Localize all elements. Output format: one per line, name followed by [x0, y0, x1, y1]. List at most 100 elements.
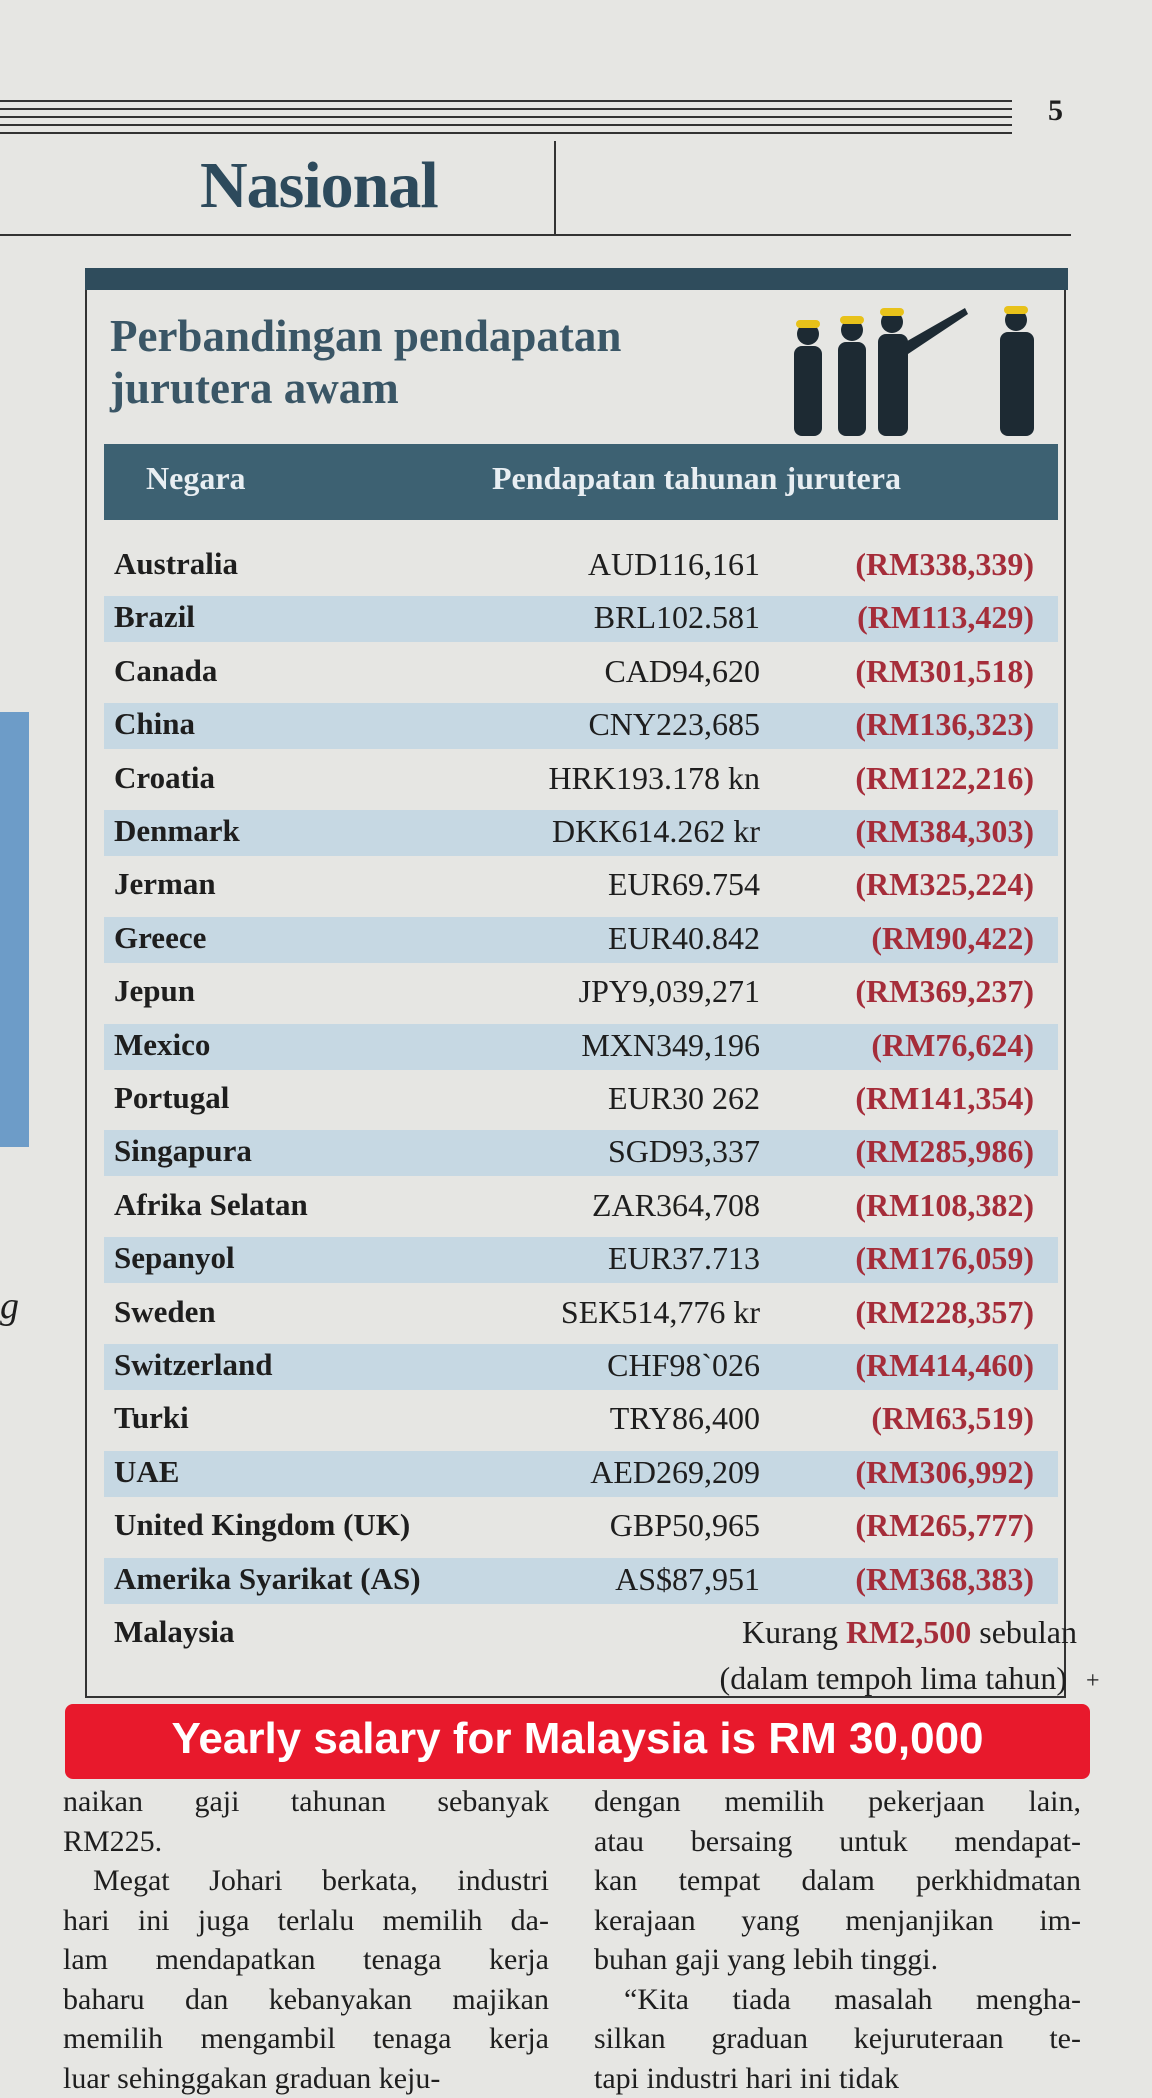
local-salary: CNY223,685 [588, 706, 760, 743]
side-image [0, 712, 29, 1147]
divider [0, 234, 1071, 236]
rule [0, 108, 1012, 110]
table-title: Perbandingan pendapatan [110, 311, 622, 361]
country: Portugal [114, 1080, 230, 1115]
page-number: 5 [1048, 94, 1063, 127]
local-salary: EUR30 262 [608, 1080, 760, 1116]
local-salary: GBP50,965 [609, 1507, 760, 1544]
country: UAE [114, 1453, 180, 1489]
row-shade [104, 916, 1058, 963]
malaysia-amount: RM2,500 [845, 1614, 972, 1650]
ringgit-salary: (RM414,460) [855, 1347, 1034, 1383]
country: Switzerland [114, 1347, 273, 1382]
ringgit-salary: (RM285,986) [855, 1133, 1034, 1170]
ringgit-salary: (RM384,303) [855, 813, 1034, 849]
malaysia-suffix: sebulan [979, 1614, 1077, 1650]
section-title: Nasional [200, 149, 439, 222]
row-shade [104, 1237, 1058, 1284]
caption-banner [65, 1704, 1090, 1779]
local-salary: EUR40.842 [608, 919, 760, 956]
article-line: RM225. [63, 1824, 163, 1858]
table-title: jurutera awam [110, 363, 399, 413]
rule [0, 124, 1012, 126]
local-salary: TRY86,400 [609, 1400, 760, 1437]
ringgit-salary: (RM108,382) [855, 1186, 1034, 1223]
malaysia-prefix: Kurang [741, 1614, 838, 1650]
workers-silhouette [794, 306, 1034, 436]
country: Croatia [114, 759, 216, 795]
ringgit-salary: (RM122,216) [855, 759, 1034, 796]
country: United Kingdom (UK) [114, 1507, 411, 1543]
malaysia-salary: Kurang RM2,500 sebulan [742, 1614, 1077, 1651]
local-salary: AUD116,161 [587, 546, 760, 582]
article-line: dengan memilih pekerjaan lain, [594, 1785, 1081, 1818]
article-line: tapi industri hari ini tidak [594, 2061, 899, 2095]
country: China [114, 706, 195, 742]
row-shade [104, 810, 1058, 856]
ringgit-salary: (RM325,224) [855, 866, 1034, 903]
table-top-bar [85, 268, 1068, 290]
malaysia-note: (dalam tempoh lima tahun) [719, 1660, 1067, 1696]
local-salary: AS$87,951 [615, 1560, 760, 1597]
article-line: kerajaan yang menjanjikan im- [594, 1903, 1081, 1937]
row-shade [104, 1450, 1058, 1497]
country: Australia [114, 546, 238, 581]
row-shade [104, 1023, 1058, 1070]
ringgit-salary: (RM113,429) [857, 599, 1034, 636]
article-line: “Kita tiada masalah mengha- [624, 1982, 1081, 2016]
article-line: luar sehinggakan graduan keju- [63, 2061, 441, 2095]
local-salary: ZAR364,708 [592, 1186, 760, 1223]
local-salary: HRK193.178 kn [548, 759, 760, 796]
ringgit-salary: (RM338,339) [855, 546, 1034, 582]
country: Jepun [114, 973, 195, 1009]
local-salary: AED269,209 [590, 1453, 760, 1490]
ringgit-salary: (RM63,519) [871, 1400, 1034, 1437]
country: Sweden [114, 1293, 216, 1329]
ringgit-salary: (RM176,059) [855, 1240, 1034, 1277]
country: Canada [114, 652, 218, 688]
row-shade [104, 1130, 1058, 1177]
divider [554, 141, 556, 235]
rule [0, 100, 1012, 102]
article-line: silkan graduan kejuruteraan te- [594, 2022, 1081, 2055]
article-line: Megat Johari berkata, industri [93, 1864, 549, 1897]
article-line: atau bersaing untuk mendapat- [594, 1824, 1081, 1858]
rule [0, 132, 1012, 134]
side-fragment: g [0, 1285, 19, 1327]
country: Brazil [114, 599, 195, 635]
row-shade [104, 596, 1058, 643]
country: Malaysia [114, 1614, 235, 1649]
ringgit-salary: (RM76,624) [871, 1026, 1034, 1063]
rule [0, 116, 1012, 118]
article-line: memilih mengambil tenaga kerja [63, 2022, 549, 2055]
local-salary: CAD94,620 [604, 652, 760, 689]
local-salary: JPY9,039,271 [578, 973, 760, 1010]
row-shade [104, 703, 1058, 750]
ringgit-salary: (RM368,383) [855, 1560, 1034, 1597]
local-salary: DKK614.262 kr [552, 813, 760, 849]
ringgit-salary: (RM141,354) [855, 1080, 1034, 1116]
article-line: lam mendapatkan tenaga kerja [63, 1943, 549, 1976]
country: Greece [114, 919, 207, 955]
article-line: hari ini juga terlalu memilih da- [63, 1903, 549, 1937]
caption-text: Yearly salary for Malaysia is RM 30,000 [171, 1714, 984, 1763]
local-salary: CHF98`026 [607, 1347, 760, 1383]
ringgit-salary: (RM265,777) [855, 1507, 1034, 1544]
local-salary: BRL102.581 [593, 599, 760, 636]
ringgit-salary: (RM301,518) [855, 652, 1034, 689]
local-salary: EUR69.754 [608, 866, 760, 903]
article-line: baharu dan kebanyakan majikan [63, 1982, 549, 2016]
header-bar [104, 444, 1058, 520]
table-box [85, 268, 1066, 1698]
ringgit-salary: (RM90,422) [871, 919, 1034, 956]
local-salary: EUR37.713 [608, 1240, 760, 1277]
country: Jerman [114, 866, 216, 902]
margin-mark: + [1086, 1668, 1100, 1694]
column-header: Pendapatan tahunan jurutera [492, 460, 901, 496]
country: Denmark [114, 813, 240, 848]
ringgit-salary: (RM369,237) [855, 973, 1034, 1010]
article-line: buhan gaji yang lebih tinggi. [594, 1943, 939, 1976]
row-shade [104, 1557, 1058, 1604]
page: 5 Nasional g + Perbandingan pendapatan j… [0, 94, 1100, 2095]
ringgit-salary: (RM228,357) [855, 1293, 1034, 1330]
